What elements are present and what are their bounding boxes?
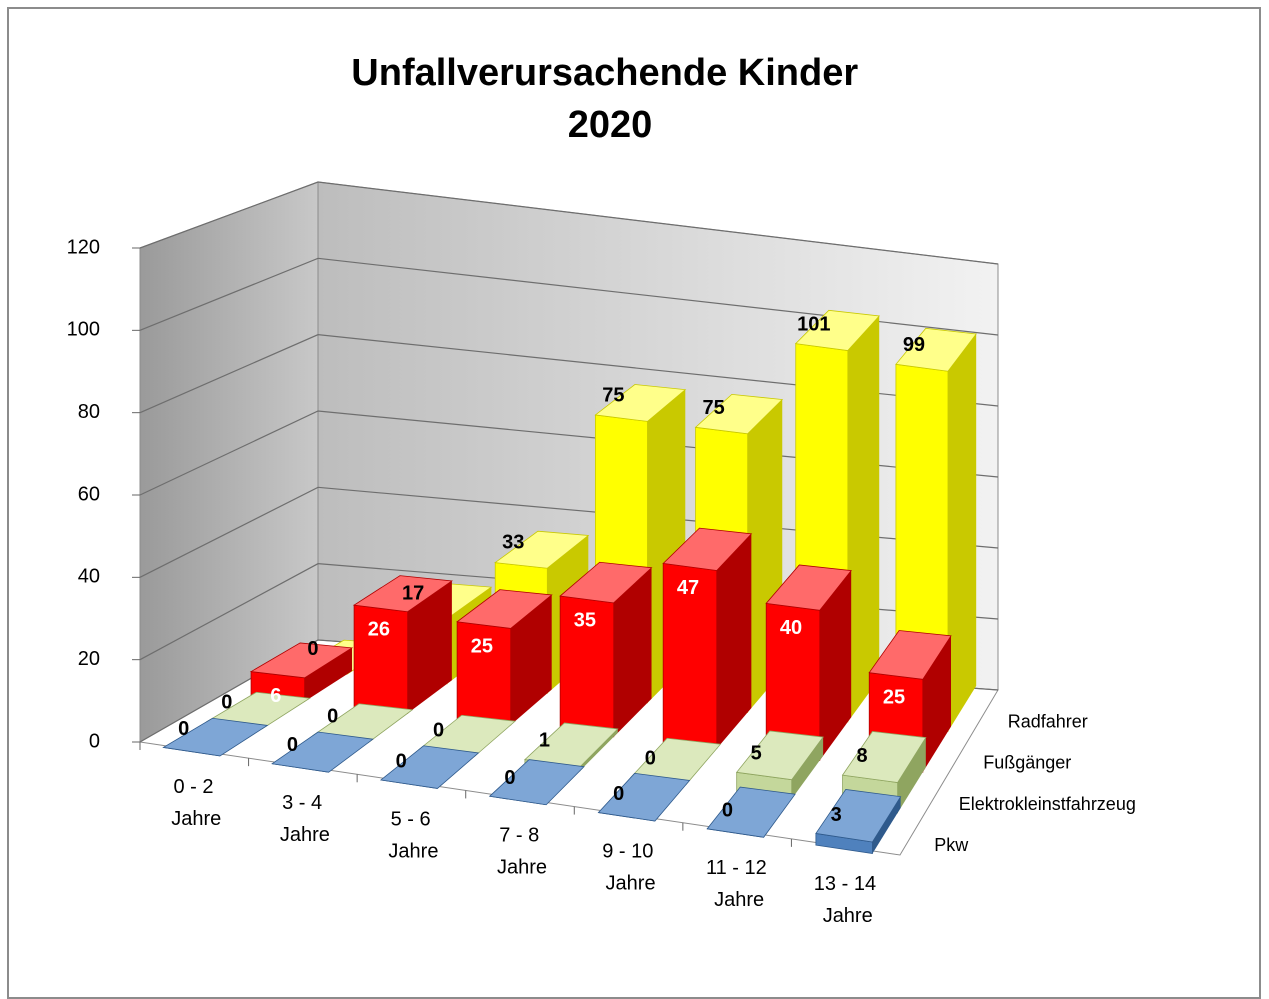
y-tick-label: 80 (78, 401, 100, 423)
data-label: 35 (574, 610, 596, 632)
data-label: 0 (433, 719, 444, 741)
series-label: Fußgänger (983, 753, 1071, 773)
bar-top (597, 772, 691, 822)
bar (662, 527, 753, 750)
bar-side (819, 570, 852, 761)
data-label: 25 (471, 635, 493, 657)
bar (379, 745, 480, 789)
bar-top (895, 327, 977, 372)
bar-top (694, 393, 784, 435)
bar-side (947, 333, 977, 732)
bar-top (379, 745, 480, 789)
x-tick-label: 9 - 10 Jahre (602, 841, 659, 895)
data-label: 8 (857, 745, 868, 767)
grid-line (139, 181, 999, 265)
data-label: 0 (287, 734, 298, 756)
bar-side (407, 580, 452, 714)
data-label: 0 (396, 751, 407, 773)
bar-side (872, 796, 901, 854)
y-tick-label: 20 (78, 648, 100, 670)
data-label: 40 (780, 617, 802, 639)
bar (488, 759, 585, 806)
data-label: 17 (402, 582, 424, 604)
bar-side (897, 737, 926, 813)
bar (597, 772, 691, 822)
data-label: 5 (751, 742, 762, 764)
bar-top (249, 642, 354, 679)
data-label: 0 (307, 638, 318, 660)
data-label: 75 (702, 397, 724, 419)
y-tick-label: 60 (78, 483, 100, 505)
data-label: 47 (677, 577, 699, 599)
x-tick-label: 3 - 4 Jahre (280, 792, 330, 846)
bar-top (868, 630, 952, 680)
bar (559, 561, 653, 738)
bar-top (456, 589, 553, 629)
bar-top (352, 575, 453, 613)
bar-top (271, 731, 374, 773)
bar-side (579, 728, 618, 771)
y-tick-label: 100 (67, 319, 100, 341)
bar (271, 731, 374, 773)
bar-top (162, 717, 269, 757)
data-label: 3 (831, 804, 842, 826)
grid-line (139, 257, 999, 336)
bar-top (794, 309, 881, 351)
bar-side (847, 315, 880, 722)
data-label: 0 (504, 767, 515, 789)
data-label: 0 (178, 718, 189, 740)
x-tick-label: 5 - 6 Jahre (388, 809, 438, 863)
bar-top (765, 564, 852, 611)
bar-top (706, 786, 796, 838)
data-label: 0 (613, 783, 624, 805)
bar (815, 788, 902, 855)
bar-top (735, 730, 824, 781)
data-label: 33 (502, 532, 524, 554)
data-label: 101 (797, 313, 830, 335)
data-label: 25 (883, 686, 905, 708)
data-label: 0 (327, 705, 338, 727)
bar (765, 564, 852, 761)
x-tick-label: 7 - 8 Jahre (497, 825, 547, 879)
data-label: 75 (602, 384, 624, 406)
bar-side (613, 567, 652, 737)
y-tick-label: 120 (67, 236, 100, 258)
data-label: 1 (539, 729, 550, 751)
bar (162, 717, 269, 757)
x-tick-label: 0 - 2 Jahre (171, 776, 221, 830)
data-label: 0 (221, 691, 232, 713)
x-tick-label: 11 - 12 Jahre (706, 857, 772, 911)
bar-top (815, 788, 902, 843)
data-label: 99 (903, 334, 925, 356)
data-label: 26 (368, 619, 390, 641)
bar-side (510, 594, 552, 726)
bar (352, 575, 453, 714)
x-tick-label: 13 - 14 Jahre (814, 873, 882, 927)
series-label: Radfahrer (1008, 711, 1088, 731)
bar-top (494, 530, 590, 569)
y-tick-label: 40 (78, 566, 100, 588)
bar-side (922, 635, 952, 773)
data-label: 0 (645, 747, 656, 769)
bar (456, 589, 553, 726)
bar-side (716, 533, 752, 749)
data-label: 6 (270, 685, 281, 707)
bar-top (559, 561, 653, 604)
bar-top (841, 731, 927, 783)
bar-side (304, 647, 353, 702)
y-tick-label: 0 (89, 730, 100, 752)
series-label: Elektrokleinstfahrzeug (959, 794, 1136, 814)
bar (706, 786, 796, 838)
data-label: 0 (722, 799, 733, 821)
grid-line (139, 334, 999, 414)
bar-top (662, 527, 753, 571)
series-label: Pkw (934, 835, 969, 855)
bar-top (488, 759, 585, 806)
bar-top (594, 384, 687, 422)
chart-title: Unfallverursachende Kinder 2020 (351, 52, 868, 146)
bar-side (791, 737, 824, 799)
